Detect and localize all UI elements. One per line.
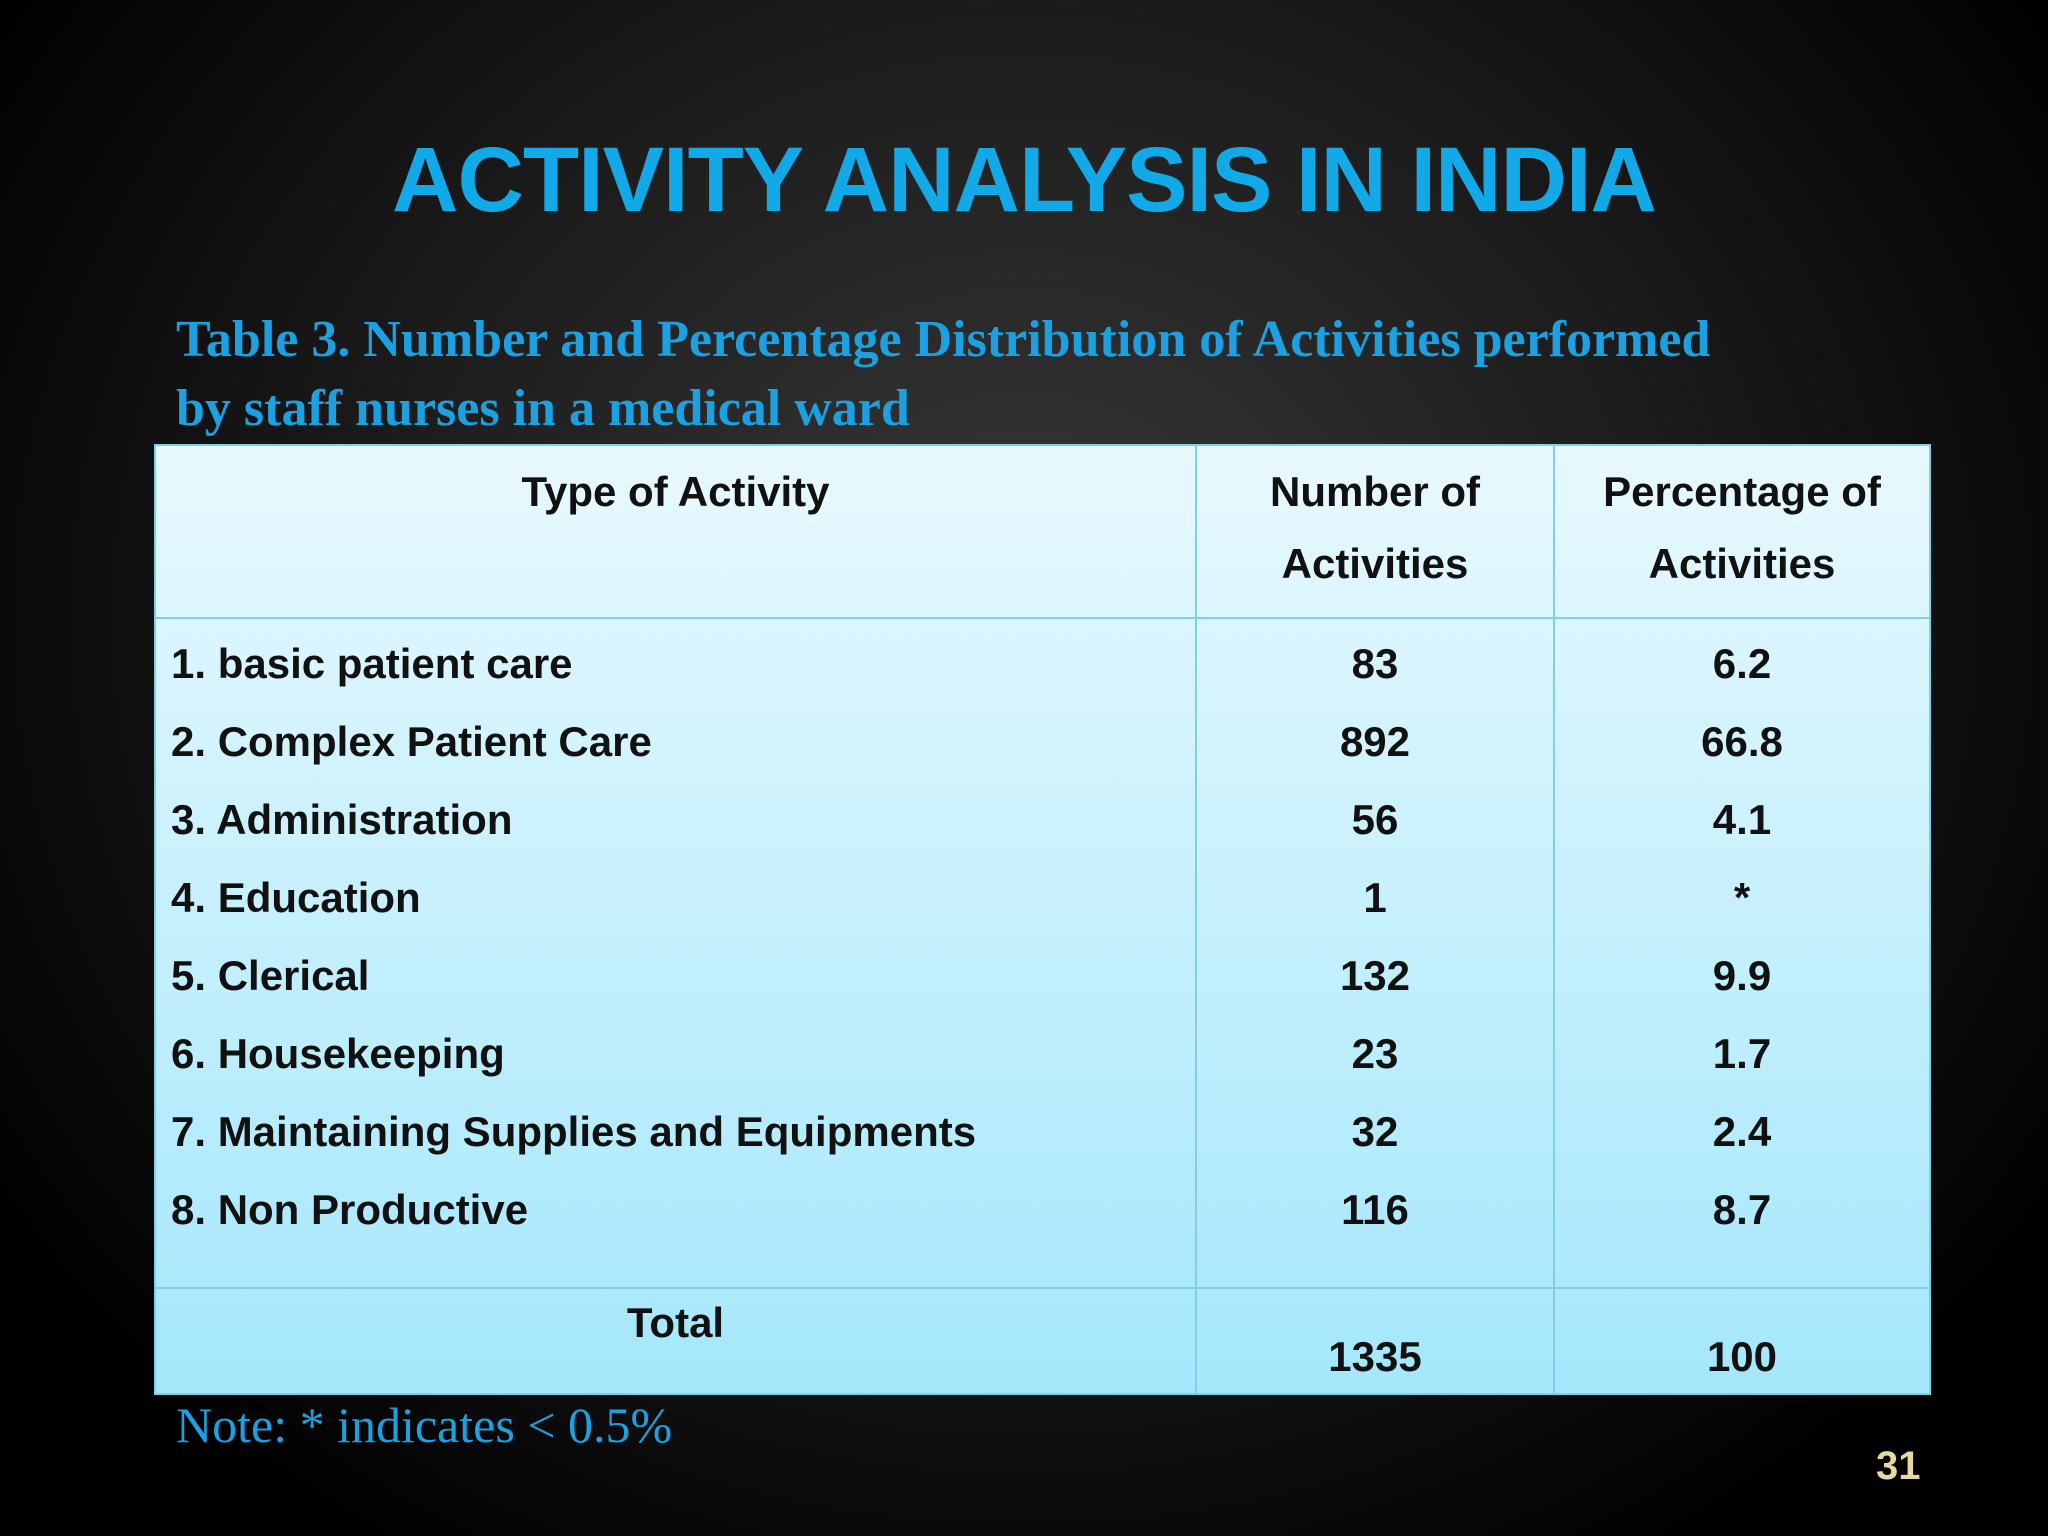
table-cell: 6.2: [1553, 618, 1931, 703]
table-cell: 3. Administration: [154, 781, 1197, 859]
table-cell: 116: [1195, 1171, 1555, 1288]
table-cell: 23: [1195, 1015, 1555, 1093]
table-cell: 100: [1553, 1287, 1931, 1394]
table-cell: 66.8: [1553, 703, 1931, 781]
table-row: 8. Non Productive 116 8.7: [154, 1171, 1931, 1288]
table-cell: Total: [154, 1287, 1197, 1394]
table-cell: 1. basic patient care: [154, 618, 1197, 703]
table-row: 2. Complex Patient Care 892 66.8: [154, 703, 1931, 781]
table-row: 5. Clerical 132 9.9: [154, 937, 1931, 1015]
table-cell: 2. Complex Patient Care: [154, 703, 1197, 781]
table-cell: 2.4: [1553, 1093, 1931, 1171]
table-row: 1. basic patient care 83 6.2: [154, 618, 1931, 703]
table-caption: Table 3. Number and Percentage Distribut…: [176, 305, 1710, 443]
total-row: Total 1335 100: [154, 1287, 1931, 1394]
table-cell: 4. Education: [154, 859, 1197, 937]
table-cell: 4.1: [1553, 781, 1931, 859]
table-body: 1. basic patient care 83 6.2 2. Complex Pat…: [154, 618, 1931, 1394]
header-cell: Percentage of Activities: [1553, 445, 1931, 619]
table-cell: 9.9: [1553, 937, 1931, 1015]
table-row: 3. Administration 56 4.1: [154, 781, 1931, 859]
table-cell: *: [1553, 859, 1931, 937]
header-cell: Number of Activities: [1195, 445, 1555, 619]
table-row: 6. Housekeeping 23 1.7: [154, 1015, 1931, 1093]
table-cell: 32: [1195, 1093, 1555, 1171]
table-cell: 1335: [1195, 1287, 1555, 1394]
table-cell: 132: [1195, 937, 1555, 1015]
header-row: Type of Activity Number of Activities Pe…: [154, 445, 1931, 619]
caption-line: Table 3. Number and Percentage Distribut…: [176, 311, 1711, 368]
table-cell: 56: [1195, 781, 1555, 859]
activity-table: Type of Activity Number of Activities Pe…: [154, 444, 1931, 1395]
table-cell: 5. Clerical: [154, 937, 1197, 1015]
header-cell: Type of Activity: [154, 445, 1197, 619]
table-cell: 892: [1195, 703, 1555, 781]
table-cell: 83: [1195, 618, 1555, 703]
table-cell: 8.7: [1553, 1171, 1931, 1288]
page-number: 31: [1876, 1444, 1921, 1488]
table-row: 4. Education 1 *: [154, 859, 1931, 937]
table-cell: 1: [1195, 859, 1555, 937]
table-row: 7. Maintaining Supplies and Equipments 32…: [154, 1093, 1931, 1171]
table-cell: 7. Maintaining Supplies and Equipments: [154, 1093, 1197, 1171]
table-cell: 1.7: [1553, 1015, 1931, 1093]
caption-line: by staff nurses in a medical ward: [176, 380, 910, 437]
note: Note: * indicates < 0.5%: [176, 1397, 673, 1453]
table-cell: 6. Housekeeping: [154, 1015, 1197, 1093]
table-cell: 8. Non Productive: [154, 1171, 1197, 1288]
slide-title: ACTIVITY ANALYSIS IN INDIA: [392, 129, 1657, 231]
